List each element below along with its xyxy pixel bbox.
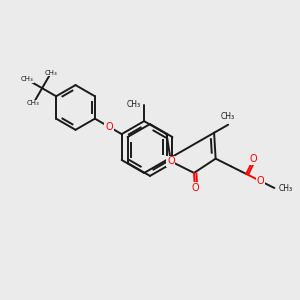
Text: CH₃: CH₃ xyxy=(127,100,141,109)
Text: CH₃: CH₃ xyxy=(45,70,57,76)
Text: CH₃: CH₃ xyxy=(27,100,40,106)
Text: CH₃: CH₃ xyxy=(279,184,293,193)
Text: CH₃: CH₃ xyxy=(20,76,33,82)
Text: O: O xyxy=(105,122,113,132)
Text: O: O xyxy=(167,156,175,166)
Text: O: O xyxy=(257,176,265,186)
Text: O: O xyxy=(191,183,199,193)
Text: CH₃: CH₃ xyxy=(221,112,235,121)
Text: O: O xyxy=(249,154,257,164)
